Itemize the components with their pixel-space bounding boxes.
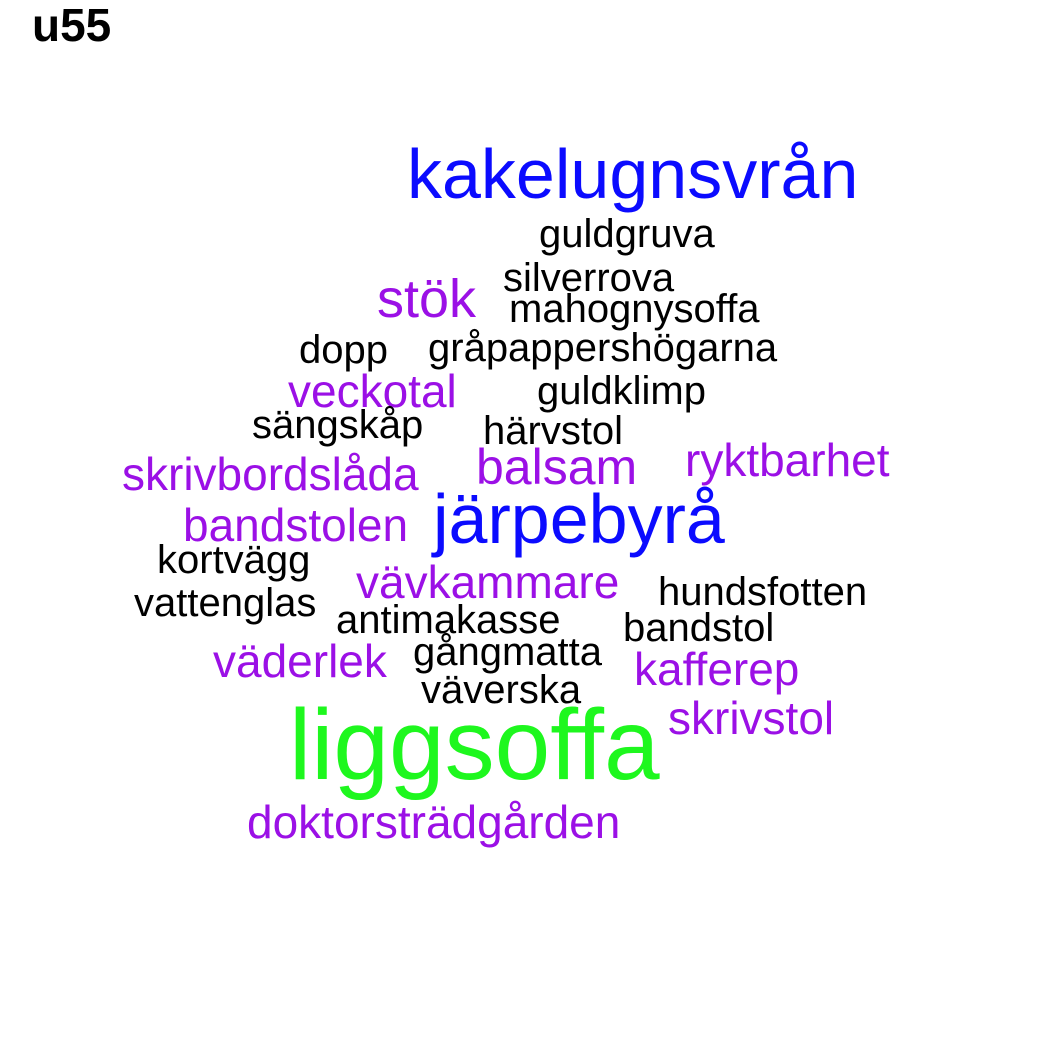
cloud-word: skrivbordslåda [122, 448, 419, 500]
cloud-word: vattenglas [134, 581, 317, 625]
cloud-word: skrivstol [668, 692, 835, 744]
cloud-word: väverska [421, 668, 582, 712]
cloud-word: guldgruva [539, 212, 715, 256]
cloud-word: veckotal [288, 365, 457, 417]
page-title: u55 [32, 0, 112, 51]
cloud-word: kortvägg [157, 538, 311, 582]
cloud-word: stök [377, 269, 477, 329]
cloud-word: balsam [476, 439, 638, 495]
cloud-word: vävkammare [356, 556, 620, 608]
cloud-word: guldklimp [537, 369, 706, 413]
cloud-word: liggsoffa [289, 689, 660, 801]
cloud-word: doktorsträdgården [247, 796, 621, 848]
cloud-word: gångmatta [413, 630, 603, 674]
cloud-word: antimakasse [336, 598, 561, 642]
cloud-word: hundsfotten [658, 570, 868, 614]
cloud-word: bandstolen [183, 499, 409, 551]
cloud-word: härvstol [483, 409, 624, 453]
cloud-word: järpebyrå [433, 480, 725, 558]
cloud-word: kafferep [634, 643, 800, 695]
cloud-word: gråpappershögarna [428, 326, 778, 370]
cloud-word: kakelugnsvrån [407, 135, 859, 213]
cloud-word: silverrova [503, 256, 675, 300]
cloud-word: väderlek [213, 635, 387, 687]
cloud-word: sängskåp [252, 403, 424, 447]
cloud-word: bandstol [623, 606, 775, 650]
cloud-word: ryktbarhet [685, 434, 890, 486]
cloud-word: dopp [299, 328, 388, 372]
cloud-word: mahognysoffa [509, 287, 760, 331]
